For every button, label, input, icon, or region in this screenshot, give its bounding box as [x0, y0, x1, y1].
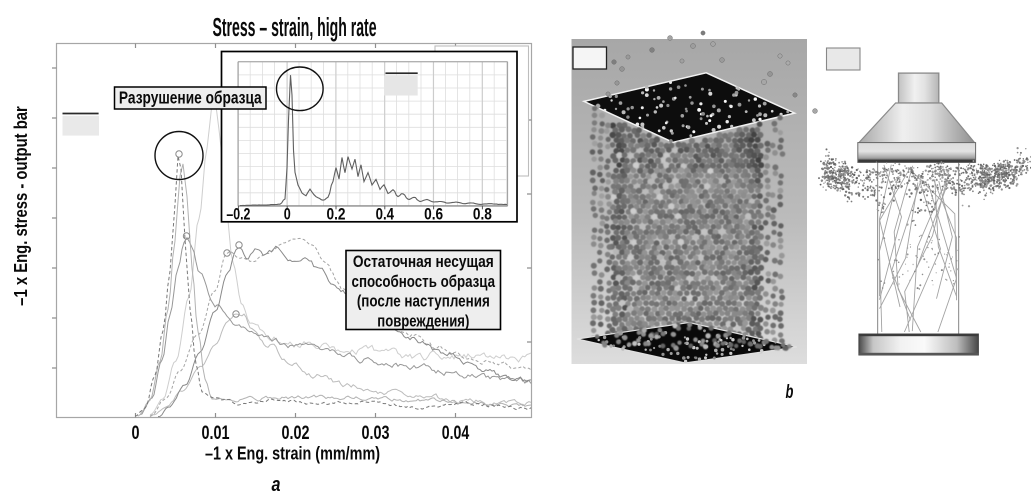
svg-text:0: 0	[131, 422, 139, 443]
svg-text:0.2: 0.2	[326, 205, 345, 224]
svg-text:–1 x Eng. strain (mm/mm): –1 x Eng. strain (mm/mm)	[205, 443, 380, 464]
svg-text:0.03: 0.03	[362, 422, 390, 443]
svg-text:–0.2: –0.2	[226, 206, 250, 224]
svg-text:Разрушение образца: Разрушение образца	[119, 89, 262, 108]
svg-text:0: 0	[284, 206, 291, 224]
svg-text:0.6: 0.6	[424, 205, 443, 224]
svg-text:b: b	[786, 382, 794, 403]
svg-text:0.4: 0.4	[376, 205, 395, 224]
svg-text:–1 x Eng. stress - output bar: –1 x Eng. stress - output bar	[10, 106, 31, 306]
svg-text:0.01: 0.01	[201, 422, 229, 443]
svg-text:Остаточная несущая: Остаточная несущая	[353, 253, 494, 272]
svg-text:Stress – strain, high rate: Stress – strain, high rate	[212, 14, 376, 43]
svg-text:способность образца: способность образца	[352, 272, 496, 291]
svg-text:a: a	[272, 473, 281, 495]
svg-text:повреждения): повреждения)	[377, 312, 469, 331]
svg-text:0.04: 0.04	[442, 422, 470, 444]
svg-text:0.02: 0.02	[282, 422, 310, 443]
svg-text:0.8: 0.8	[473, 205, 492, 224]
svg-text:(после наступления: (после наступления	[357, 292, 490, 311]
